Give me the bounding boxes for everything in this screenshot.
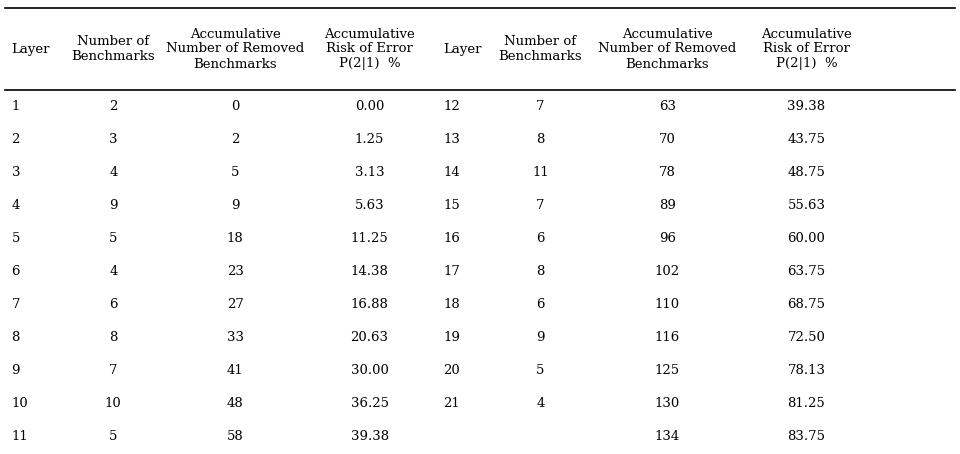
Text: Accumulative
Risk of Error
P(2|1)  %: Accumulative Risk of Error P(2|1) % — [324, 28, 415, 70]
Text: 4: 4 — [109, 265, 117, 278]
Text: 60.00: 60.00 — [787, 232, 826, 245]
Text: 4: 4 — [537, 397, 544, 410]
Text: 10: 10 — [105, 397, 122, 410]
Text: 5: 5 — [537, 364, 544, 377]
Text: 18: 18 — [444, 298, 460, 311]
Text: 11.25: 11.25 — [350, 232, 389, 245]
Text: 5: 5 — [231, 166, 239, 179]
Text: 15: 15 — [444, 199, 460, 212]
Text: 7: 7 — [109, 364, 117, 377]
Text: 2: 2 — [231, 133, 239, 146]
Text: 8: 8 — [12, 331, 20, 344]
Text: 39.38: 39.38 — [787, 100, 826, 113]
Text: 72.50: 72.50 — [787, 331, 826, 344]
Text: 33: 33 — [227, 331, 244, 344]
Text: Number of
Benchmarks: Number of Benchmarks — [498, 35, 583, 63]
Text: 125: 125 — [655, 364, 680, 377]
Text: 96: 96 — [659, 232, 676, 245]
Text: 14.38: 14.38 — [350, 265, 389, 278]
Text: 78.13: 78.13 — [787, 364, 826, 377]
Text: 11: 11 — [12, 430, 28, 443]
Text: Number of
Benchmarks: Number of Benchmarks — [71, 35, 156, 63]
Text: 48.75: 48.75 — [787, 166, 826, 179]
Text: Layer: Layer — [12, 43, 50, 55]
Text: 5.63: 5.63 — [355, 199, 384, 212]
Text: 102: 102 — [655, 265, 680, 278]
Text: 1: 1 — [12, 100, 20, 113]
Text: 36.25: 36.25 — [350, 397, 389, 410]
Text: 0.00: 0.00 — [355, 100, 384, 113]
Text: 9: 9 — [109, 199, 117, 212]
Text: 6: 6 — [537, 298, 544, 311]
Text: 7: 7 — [537, 100, 544, 113]
Text: 12: 12 — [444, 100, 460, 113]
Text: 41: 41 — [227, 364, 244, 377]
Text: 11: 11 — [532, 166, 549, 179]
Text: 9: 9 — [12, 364, 20, 377]
Text: Accumulative
Number of Removed
Benchmarks: Accumulative Number of Removed Benchmark… — [166, 28, 304, 70]
Text: 81.25: 81.25 — [787, 397, 826, 410]
Text: Accumulative
Risk of Error
P(2|1)  %: Accumulative Risk of Error P(2|1) % — [761, 28, 852, 70]
Text: 43.75: 43.75 — [787, 133, 826, 146]
Text: 110: 110 — [655, 298, 680, 311]
Text: 23: 23 — [227, 265, 244, 278]
Text: 10: 10 — [12, 397, 28, 410]
Text: 68.75: 68.75 — [787, 298, 826, 311]
Text: 3: 3 — [109, 133, 117, 146]
Text: Accumulative
Number of Removed
Benchmarks: Accumulative Number of Removed Benchmark… — [598, 28, 736, 70]
Text: 2: 2 — [109, 100, 117, 113]
Text: 130: 130 — [655, 397, 680, 410]
Text: 83.75: 83.75 — [787, 430, 826, 443]
Text: 63: 63 — [659, 100, 676, 113]
Text: 48: 48 — [227, 397, 244, 410]
Text: 0: 0 — [231, 100, 239, 113]
Text: 4: 4 — [109, 166, 117, 179]
Text: 78: 78 — [659, 166, 676, 179]
Text: 89: 89 — [659, 199, 676, 212]
Text: 2: 2 — [12, 133, 20, 146]
Text: 55.63: 55.63 — [787, 199, 826, 212]
Text: 5: 5 — [109, 430, 117, 443]
Text: 30.00: 30.00 — [350, 364, 389, 377]
Text: 7: 7 — [12, 298, 20, 311]
Text: 63.75: 63.75 — [787, 265, 826, 278]
Text: 5: 5 — [109, 232, 117, 245]
Text: 20: 20 — [444, 364, 460, 377]
Text: 8: 8 — [537, 133, 544, 146]
Text: 6: 6 — [109, 298, 117, 311]
Text: 6: 6 — [537, 232, 544, 245]
Text: 116: 116 — [655, 331, 680, 344]
Text: 1.25: 1.25 — [355, 133, 384, 146]
Text: 27: 27 — [227, 298, 244, 311]
Text: 3.13: 3.13 — [355, 166, 384, 179]
Text: 5: 5 — [12, 232, 20, 245]
Text: 4: 4 — [12, 199, 20, 212]
Text: 18: 18 — [227, 232, 244, 245]
Text: 3: 3 — [12, 166, 20, 179]
Text: 58: 58 — [227, 430, 244, 443]
Text: 20.63: 20.63 — [350, 331, 389, 344]
Text: 13: 13 — [444, 133, 461, 146]
Text: Layer: Layer — [444, 43, 482, 55]
Text: 9: 9 — [537, 331, 544, 344]
Text: 19: 19 — [444, 331, 461, 344]
Text: 8: 8 — [537, 265, 544, 278]
Text: 9: 9 — [231, 199, 239, 212]
Text: 14: 14 — [444, 166, 460, 179]
Text: 16.88: 16.88 — [350, 298, 389, 311]
Text: 6: 6 — [12, 265, 20, 278]
Text: 70: 70 — [659, 133, 676, 146]
Text: 21: 21 — [444, 397, 460, 410]
Text: 7: 7 — [537, 199, 544, 212]
Text: 39.38: 39.38 — [350, 430, 389, 443]
Text: 134: 134 — [655, 430, 680, 443]
Text: 17: 17 — [444, 265, 461, 278]
Text: 8: 8 — [109, 331, 117, 344]
Text: 16: 16 — [444, 232, 461, 245]
